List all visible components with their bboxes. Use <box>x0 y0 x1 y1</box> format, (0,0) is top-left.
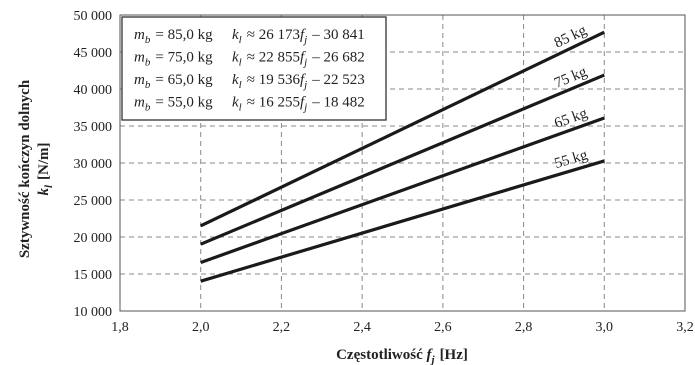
x-tick-label: 2,2 <box>273 320 291 335</box>
legend-mass-text: mb = 85,0 kg <box>134 27 213 46</box>
series-line <box>200 30 605 228</box>
legend-box <box>121 16 387 121</box>
y-tick-label: 50 000 <box>74 9 113 24</box>
legend-mass-text: mb = 55,0 kg <box>134 95 213 114</box>
legend: mb = 85,0 kg kl ≈ 26 173fj – 30 841 mb = 7… <box>121 16 387 121</box>
series-line <box>200 116 605 265</box>
legend-equation-text: kl ≈ 16 255fj – 18 482 <box>232 95 365 114</box>
series-label: 65 kg <box>552 105 590 132</box>
legend-equation-text: kl ≈ 19 536fj – 22 523 <box>232 72 365 91</box>
legend-equation-text: kl ≈ 22 855fj – 26 682 <box>232 50 365 69</box>
legend-mass-text: mb = 65,0 kg <box>134 72 213 91</box>
y-tick-label: 45 000 <box>74 46 113 61</box>
x-tick-label: 3,2 <box>676 320 694 335</box>
series-line <box>200 73 605 246</box>
x-axis-title: Częstotliwość fj [Hz] <box>336 347 468 365</box>
y-tick-label: 10 000 <box>74 305 113 320</box>
legend-equation-text: kl ≈ 26 173fj – 30 841 <box>232 27 365 46</box>
x-tick-label: 2,6 <box>434 320 452 335</box>
y-tick-label: 35 000 <box>74 120 113 135</box>
y-axis-title: Sztywność kończyn dolnych kl [N/m] <box>17 79 55 258</box>
y-tick-label: 25 000 <box>74 194 113 209</box>
y-tick-label: 15 000 <box>74 268 113 283</box>
x-tick-label: 2,8 <box>515 320 533 335</box>
x-tick-label: 2,0 <box>192 320 210 335</box>
x-tick-label: 2,4 <box>353 320 371 335</box>
series-lines <box>200 30 605 283</box>
y-tick-label: 20 000 <box>74 231 113 246</box>
legend-mass-text: mb = 75,0 kg <box>134 50 213 69</box>
plot-frame <box>119 14 686 312</box>
y-tick-label: 30 000 <box>74 157 113 172</box>
y-tick-label: 40 000 <box>74 83 113 98</box>
x-tick-label: 3,0 <box>596 320 614 335</box>
x-tick-label: 1,8 <box>111 320 129 335</box>
axes: 10 000 15 000 20 000 25 000 30 000 35 000 40 0… <box>74 9 694 335</box>
series-line <box>200 159 605 283</box>
